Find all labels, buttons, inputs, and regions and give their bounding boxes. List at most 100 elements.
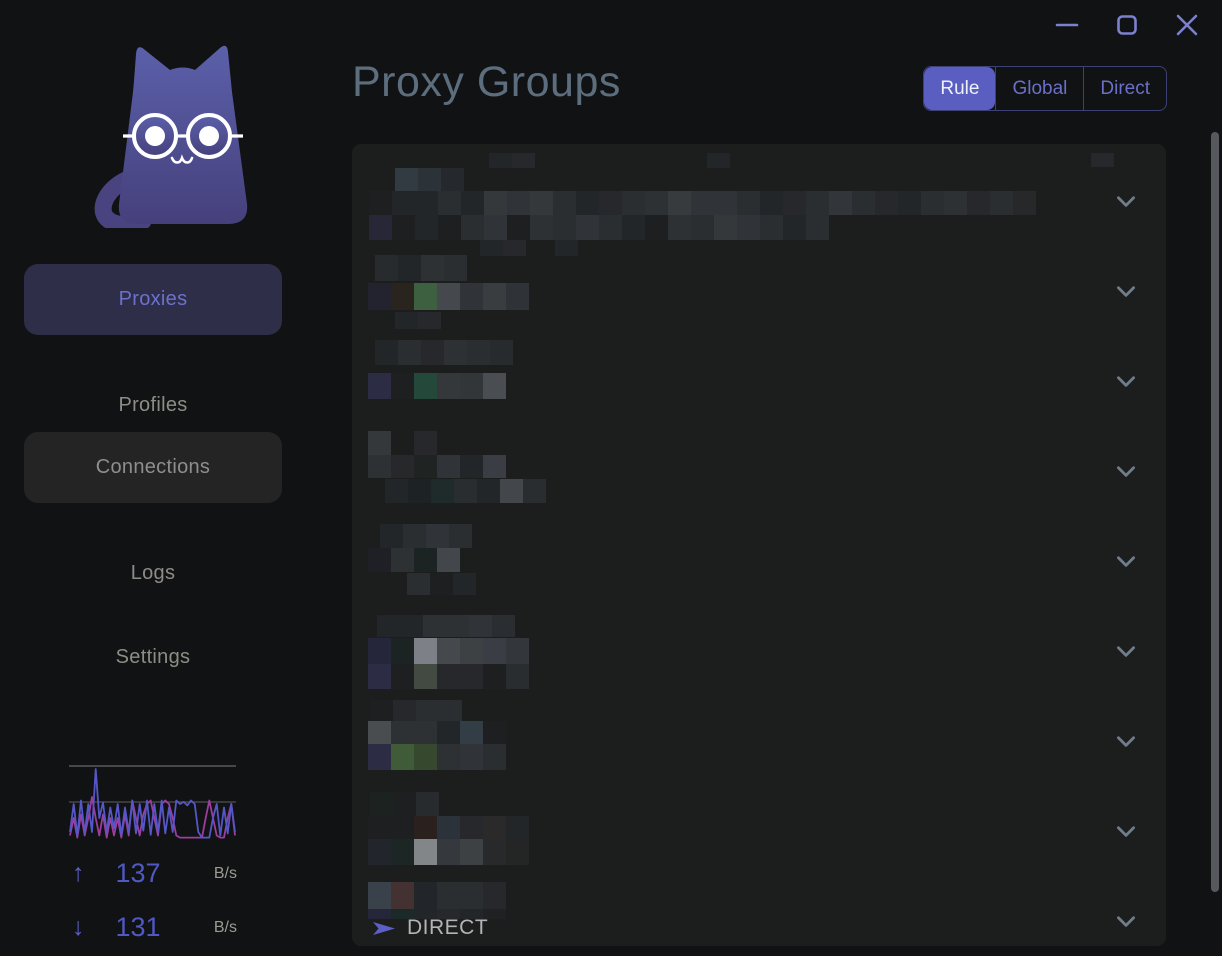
censored-pixel-block — [852, 191, 875, 215]
censored-pixel-block — [439, 700, 462, 721]
censored-pixel-block — [483, 283, 506, 310]
censored-pixel-block — [414, 373, 437, 399]
chevron-down-icon[interactable] — [1113, 458, 1139, 484]
censored-pixel-block — [507, 191, 530, 215]
censored-pixel-block — [875, 191, 898, 215]
censored-pixel-block — [400, 615, 423, 637]
proxy-group-row[interactable] — [352, 606, 1166, 696]
mode-button-global[interactable]: Global — [995, 67, 1083, 110]
censored-pixel-block — [484, 191, 507, 215]
chevron-down-icon[interactable] — [1113, 548, 1139, 574]
proxy-group-row[interactable] — [352, 696, 1166, 786]
mode-button-rule[interactable]: Rule — [924, 67, 996, 110]
sidebar-item-logs[interactable]: Logs — [130, 562, 176, 584]
censored-pixel-block — [368, 721, 391, 744]
download-stat: ↓ 131 B/s — [0, 912, 352, 944]
censored-pixel-block — [645, 215, 668, 240]
selected-proxy-arrow-icon — [373, 921, 395, 935]
censored-pixel-block — [368, 455, 391, 478]
censored-pixel-block — [555, 240, 578, 256]
proxy-group-row[interactable] — [352, 516, 1166, 606]
maximize-button[interactable] — [1114, 12, 1140, 38]
censored-pixel-block — [760, 215, 783, 240]
cat-eye-right — [199, 126, 219, 146]
censored-pixel-block — [1013, 191, 1036, 215]
censored-pixel-block — [370, 700, 393, 721]
censored-pixel-block — [714, 191, 737, 215]
censored-pixel-block — [691, 215, 714, 240]
censored-pixel-block — [483, 882, 506, 909]
censored-pixel-block — [714, 215, 737, 240]
close-button[interactable] — [1174, 12, 1200, 38]
proxy-group-row[interactable] — [352, 246, 1166, 336]
censored-pixel-block — [783, 215, 806, 240]
censored-pixel-block — [453, 573, 476, 595]
sidebar-item-profiles[interactable]: Profiles — [118, 394, 188, 416]
mode-button-direct[interactable]: Direct — [1083, 67, 1166, 110]
censored-pixel-block — [553, 215, 576, 240]
censored-pixel-block — [395, 312, 418, 329]
proxy-group-row[interactable] — [352, 876, 1166, 946]
censored-pixel-block — [437, 816, 460, 839]
minimize-button[interactable] — [1054, 12, 1080, 38]
cat-tail — [94, 167, 152, 234]
chevron-down-icon[interactable] — [1113, 368, 1139, 394]
sidebar-item-settings[interactable]: Settings — [115, 646, 191, 668]
censored-pixel-block — [438, 215, 461, 240]
chevron-down-icon[interactable] — [1113, 638, 1139, 664]
censored-pixel-block — [414, 431, 437, 455]
censored-pixel-block — [444, 340, 467, 365]
proxy-group-row[interactable] — [352, 426, 1166, 516]
censored-pixel-block — [806, 215, 829, 240]
proxy-group-row[interactable] — [352, 156, 1166, 246]
chevron-down-icon[interactable] — [1113, 728, 1139, 754]
sidebar-item-proxies[interactable]: Proxies — [24, 264, 282, 335]
censored-pixel-block — [461, 191, 484, 215]
chevron-down-icon[interactable] — [1113, 188, 1139, 214]
censored-pixel-block — [414, 455, 437, 478]
censored-pixel-block — [461, 215, 484, 240]
censored-pixel-block — [391, 839, 414, 865]
chevron-down-icon[interactable] — [1113, 278, 1139, 304]
censored-pixel-block — [668, 191, 691, 215]
censored-pixel-block — [391, 909, 414, 919]
censored-pixel-block — [368, 744, 391, 770]
proxy-group-row[interactable] — [352, 336, 1166, 426]
censored-pixel-block — [377, 615, 400, 637]
censored-pixel-block — [407, 573, 430, 595]
censored-pixel-block — [500, 479, 523, 503]
censored-pixel-block — [368, 839, 391, 865]
chevron-down-icon[interactable] — [1113, 818, 1139, 844]
download-unit: B/s — [213, 919, 237, 936]
censored-pixel-block — [403, 524, 426, 548]
censored-pixel-block — [512, 153, 535, 168]
chevron-down-icon[interactable] — [1113, 908, 1139, 934]
censored-pixel-block — [460, 721, 483, 744]
censored-pixel-block — [437, 283, 460, 310]
censored-pixel-block — [460, 882, 483, 909]
censored-pixel-block — [423, 615, 446, 637]
censored-pixel-block — [391, 283, 414, 310]
censored-pixel-block — [483, 638, 506, 664]
censored-pixel-block — [414, 744, 437, 770]
censored-pixel-block — [426, 524, 449, 548]
cat-eye-left — [145, 126, 165, 146]
censored-pixel-block — [506, 839, 529, 865]
upload-stat: ↑ 137 B/s — [0, 858, 352, 890]
censored-pixel-block — [446, 615, 469, 637]
censored-pixel-block — [483, 816, 506, 839]
censored-pixel-block — [806, 191, 829, 215]
censored-pixel-block — [483, 744, 506, 770]
direct-proxy-row[interactable]: DIRECT — [372, 916, 488, 940]
proxy-group-row[interactable] — [352, 786, 1166, 876]
censored-pixel-block — [385, 479, 408, 503]
censored-pixel-block — [414, 909, 437, 919]
sidebar-item-connections[interactable]: Connections — [24, 432, 282, 503]
censored-pixel-block — [707, 153, 730, 168]
censored-pixel-block — [622, 191, 645, 215]
censored-pixel-block — [437, 664, 460, 689]
scrollbar-thumb[interactable] — [1211, 132, 1219, 892]
censored-pixel-block — [599, 215, 622, 240]
minimize-icon — [1055, 23, 1079, 27]
censored-pixel-block — [414, 721, 437, 744]
